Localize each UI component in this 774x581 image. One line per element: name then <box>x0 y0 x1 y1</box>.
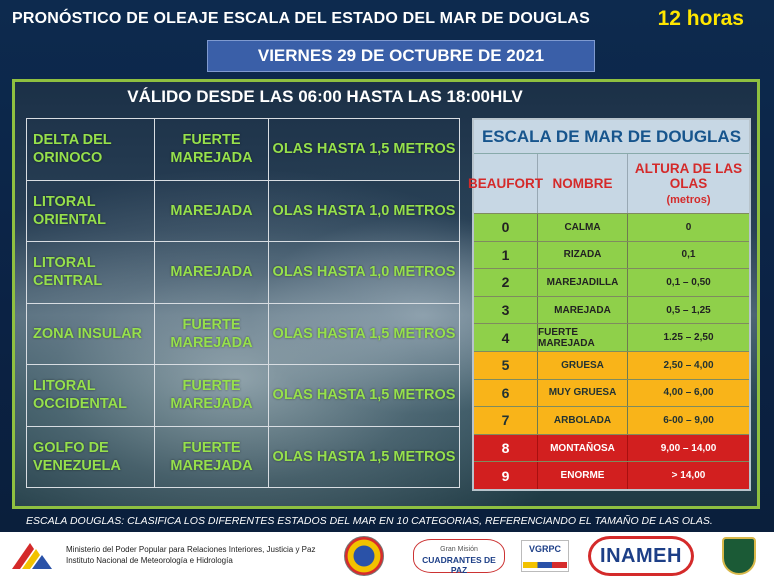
condition-cell: FUERTE MAREJADA <box>154 118 269 181</box>
validity-label: VÁLIDO DESDE LAS 06:00 HASTA LAS 18:00HL… <box>127 87 523 106</box>
cuadrantes-de-paz-logo: Gran Misión CUADRANTES DE PAZ <box>413 539 505 575</box>
douglas-scale-title: ESCALA DE MAR DE DOUGLAS <box>474 120 749 153</box>
height-cell: 2,50 – 4,00 <box>663 359 714 371</box>
height-cell: > 14,00 <box>671 470 706 482</box>
douglas-scale-rows: 0 CALMA 0 1 RIZADA 0,1 2 MAREJADILLA 0,1 – 0,50 3… <box>474 213 749 489</box>
name-cell: CALMA <box>538 214 628 241</box>
zone-cell: GOLFO DE VENEZUELA <box>26 425 155 488</box>
forecast-row: LITORAL CENTRAL MAREJADA OLAS HASTA 1,0 ME… <box>26 241 460 304</box>
gmcp-top-label: Gran Misión <box>440 546 478 553</box>
douglas-row: 3 MAREJADA 0,5 – 1,25 <box>474 295 749 324</box>
header-wave-height: ALTURA DE LAS OLAS (metros) <box>628 154 749 213</box>
condition-cell: FUERTE MAREJADA <box>154 425 269 488</box>
page-title: PRONÓSTICO DE OLEAJE ESCALA DEL ESTADO D… <box>12 10 590 27</box>
beaufort-cell: 1 <box>474 241 538 269</box>
vgrpc-label: VGRPC <box>528 544 561 554</box>
name-cell: GRUESA <box>538 351 628 379</box>
gmcp-main-label: CUADRANTES DE PAZ <box>422 555 496 575</box>
zone-cell: LITORAL CENTRAL <box>26 241 155 304</box>
zone-cell: DELTA DEL ORINOCO <box>26 118 155 181</box>
condition-cell: MAREJADA <box>154 241 269 304</box>
date-label: VIERNES 29 DE OCTUBRE DE 2021 <box>257 46 545 65</box>
douglas-row: 1 RIZADA 0,1 <box>474 240 749 269</box>
name-cell: ENORME <box>538 462 628 489</box>
beaufort-cell: 9 <box>474 462 538 489</box>
name-cell: MONTAÑOSA <box>538 434 628 462</box>
flag-stripe-icon <box>523 562 567 568</box>
douglas-row: 4 FUERTE MAREJADA 1.25 – 2,50 <box>474 323 749 351</box>
height-cell: 0,1 – 0,50 <box>666 276 711 288</box>
venezuela-seal-icon <box>344 536 384 576</box>
douglas-scale-header: BEAUFORT NOMBRE ALTURA DE LAS OLAS (metr… <box>468 153 749 213</box>
forecast-hours: 12 horas <box>657 7 744 30</box>
condition-cell: MAREJADA <box>154 179 269 242</box>
forecast-row: DELTA DEL ORINOCO FUERTE MAREJADA OLAS HAS… <box>26 118 460 181</box>
height-cell: 0,5 – 1,25 <box>666 304 711 316</box>
beaufort-cell: 6 <box>474 379 538 407</box>
name-cell: MAREJADA <box>538 296 628 324</box>
header-wave-height-label: ALTURA DE LAS OLAS <box>634 161 743 191</box>
douglas-row: 0 CALMA 0 <box>474 213 749 241</box>
vgrpc-logo: VGRPC <box>521 540 569 572</box>
crest-icon <box>722 537 756 575</box>
forecast-row: GOLFO DE VENEZUELA FUERTE MAREJADA OLAS HA… <box>26 425 460 488</box>
ministry-logo-icon <box>12 543 52 569</box>
douglas-scale-table: ESCALA DE MAR DE DOUGLAS BEAUFORT NOMBRE… <box>468 118 751 491</box>
name-cell: MAREJADILLA <box>538 269 628 296</box>
forecast-row: LITORAL OCCIDENTAL FUERTE MAREJADA OLAS HA… <box>26 364 460 427</box>
name-cell: RIZADA <box>538 241 628 269</box>
forecast-panel: VÁLIDO DESDE LAS 06:00 HASTA LAS 18:00HL… <box>12 79 760 509</box>
height-cell: 4,00 – 6,00 <box>663 387 714 399</box>
beaufort-cell: 4 <box>474 324 538 351</box>
height-cell: 1.25 – 2,50 <box>663 332 714 344</box>
name-cell: MUY GRUESA <box>538 379 628 407</box>
douglas-row: 8 MONTAÑOSA 9,00 – 14,00 <box>474 433 749 462</box>
beaufort-cell: 7 <box>474 407 538 434</box>
forecast-row: LITORAL ORIENTAL MAREJADA OLAS HASTA 1,0 M… <box>26 179 460 242</box>
douglas-row: 6 MUY GRUESA 4,00 – 6,00 <box>474 378 749 407</box>
height-cell: 6-00 – 9,00 <box>663 414 714 426</box>
douglas-row: 2 MAREJADILLA 0,1 – 0,50 <box>474 268 749 296</box>
height-cell: 0,1 <box>681 249 696 261</box>
ministry-line-1: Ministerio del Poder Popular para Relaci… <box>66 545 316 554</box>
footer-logos: Ministerio del Poder Popular para Relaci… <box>0 532 774 581</box>
height-cell: 0 <box>685 221 692 233</box>
waves-cell: OLAS HASTA 1,5 METROS <box>268 364 460 427</box>
name-cell: FUERTE MAREJADA <box>538 324 628 351</box>
douglas-row: 7 ARBOLADA 6-00 – 9,00 <box>474 406 749 434</box>
waves-cell: OLAS HASTA 1,5 METROS <box>268 118 460 181</box>
forecast-table: DELTA DEL ORINOCO FUERTE MAREJADA OLAS HAS… <box>26 118 460 488</box>
beaufort-cell: 0 <box>474 214 538 241</box>
zone-cell: ZONA INSULAR <box>26 302 155 365</box>
date-banner: VIERNES 29 DE OCTUBRE DE 2021 <box>207 40 595 72</box>
waves-cell: OLAS HASTA 1,5 METROS <box>268 302 460 365</box>
inameh-label: INAMEH <box>600 544 682 567</box>
condition-cell: FUERTE MAREJADA <box>154 302 269 365</box>
zone-cell: LITORAL ORIENTAL <box>26 179 155 242</box>
inameh-logo: INAMEH <box>588 536 694 576</box>
header-wave-height-unit: (metros) <box>666 194 711 206</box>
douglas-row: 5 GRUESA 2,50 – 4,00 <box>474 350 749 379</box>
waves-cell: OLAS HASTA 1,0 METROS <box>268 179 460 242</box>
beaufort-cell: 8 <box>474 434 538 462</box>
waves-cell: OLAS HASTA 1,5 METROS <box>268 425 460 488</box>
forecast-row: ZONA INSULAR FUERTE MAREJADA OLAS HASTA 1,… <box>26 302 460 365</box>
condition-cell: FUERTE MAREJADA <box>154 364 269 427</box>
waves-cell: OLAS HASTA 1,0 METROS <box>268 241 460 304</box>
zone-cell: LITORAL OCCIDENTAL <box>26 364 155 427</box>
name-cell: ARBOLADA <box>538 407 628 434</box>
ministry-text: Ministerio del Poder Popular para Relaci… <box>66 544 336 566</box>
beaufort-cell: 2 <box>474 269 538 296</box>
douglas-row: 9 ENORME > 14,00 <box>474 461 749 489</box>
beaufort-cell: 3 <box>474 296 538 324</box>
ministry-line-2: Instituto Nacional de Meteorología e Hid… <box>66 556 233 565</box>
scale-footnote: ESCALA DOUGLAS: CLASIFICA LOS DIFERENTES… <box>26 515 713 527</box>
height-cell: 9,00 – 14,00 <box>660 442 717 454</box>
header-name: NOMBRE <box>538 154 628 213</box>
header-beaufort: BEAUFORT <box>468 154 543 213</box>
beaufort-cell: 5 <box>474 351 538 379</box>
